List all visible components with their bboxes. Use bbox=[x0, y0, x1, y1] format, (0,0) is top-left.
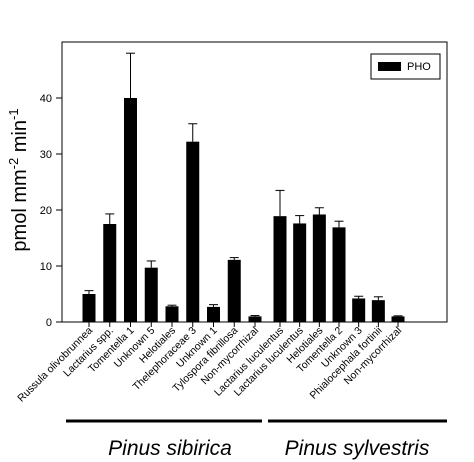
y-axis-label-mid: min bbox=[9, 120, 31, 158]
legend-swatch bbox=[378, 62, 401, 71]
bar bbox=[352, 298, 366, 322]
bar bbox=[332, 227, 346, 322]
bar bbox=[227, 259, 241, 322]
bar bbox=[273, 216, 287, 322]
bar bbox=[103, 224, 117, 322]
group-label-pinus-sylvestris: Pinus sylvestris bbox=[285, 437, 430, 460]
y-axis: 0 10 20 30 40 bbox=[40, 93, 62, 329]
bar bbox=[248, 316, 262, 322]
bars bbox=[82, 52, 405, 327]
legend: PHO bbox=[370, 53, 441, 80]
y-tick-label: 30 bbox=[40, 149, 52, 161]
bar bbox=[82, 294, 96, 322]
group-label-pinus-sibirica: Pinus sibirica bbox=[108, 437, 232, 460]
bar bbox=[207, 306, 220, 322]
y-axis-label: pmol mm-2 min-1 bbox=[6, 108, 31, 251]
bar bbox=[186, 141, 200, 322]
bar bbox=[144, 267, 158, 322]
plot-frame bbox=[61, 41, 448, 323]
legend-label: PHO bbox=[407, 61, 431, 73]
bar bbox=[124, 98, 137, 322]
y-tick-label: 0 bbox=[46, 317, 52, 329]
bar bbox=[371, 300, 385, 322]
bar bbox=[312, 214, 326, 322]
y-axis-label-base: pmol mm bbox=[9, 169, 31, 251]
y-axis-label-exp1: -2 bbox=[6, 158, 21, 170]
bar bbox=[293, 223, 307, 322]
bar bbox=[391, 316, 405, 322]
y-tick-label: 40 bbox=[40, 93, 52, 105]
y-axis-label-exp2: -1 bbox=[6, 108, 21, 120]
y-tick-label: 10 bbox=[40, 261, 52, 273]
y-tick-label: 20 bbox=[40, 205, 52, 217]
bar bbox=[165, 306, 179, 322]
